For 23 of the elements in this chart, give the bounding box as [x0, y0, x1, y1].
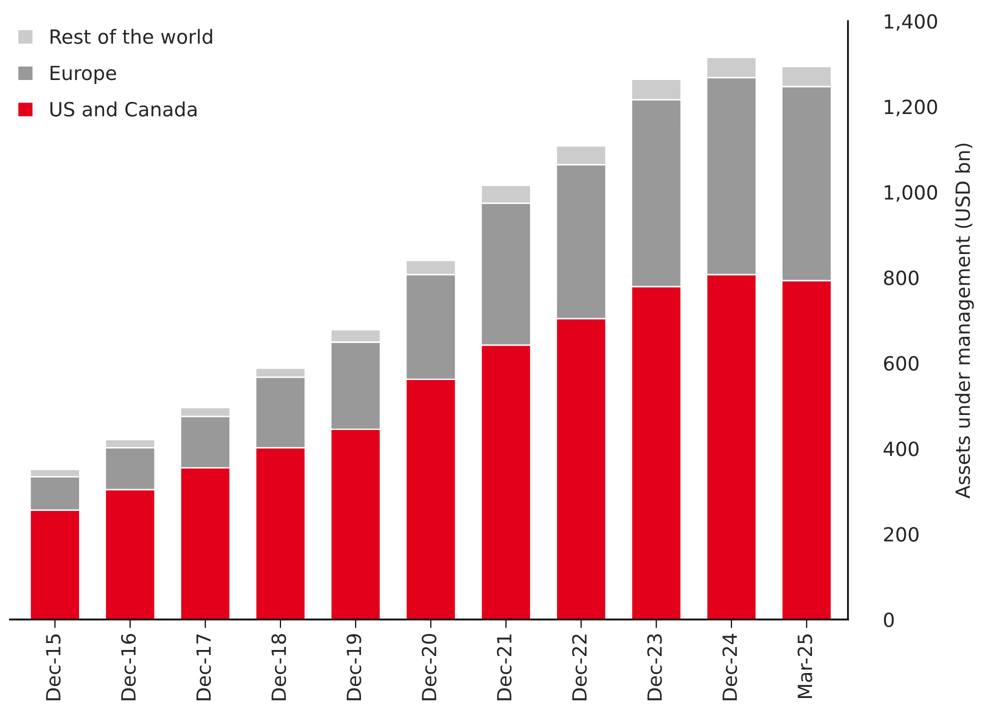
x-tick-label: Dec-16 — [121, 634, 136, 700]
x-tick-label: Dec-18 — [271, 634, 286, 700]
x-tick-label: Dec-23 — [647, 634, 662, 700]
y-tick-label: 1,000 — [884, 185, 938, 202]
y-tick-label: 1,400 — [884, 14, 938, 31]
y-tick-label: 400 — [884, 442, 919, 456]
y-tick-label: 0 — [884, 612, 894, 628]
y-tick-label: 200 — [884, 526, 919, 542]
x-tick-label: Dec-20 — [422, 634, 436, 700]
x-tick-label: Dec-22 — [572, 634, 587, 700]
x-tick-label: Mar-25 — [798, 634, 812, 698]
y-tick-label: 1,200 — [884, 100, 938, 116]
legend-label: US and Canada — [50, 102, 196, 117]
legend-label: Rest of the world — [50, 28, 212, 44]
legend-label: Europe — [50, 66, 116, 84]
x-tick-label: Dec-15 — [46, 634, 61, 700]
y-axis-title: Assets under management (USD bn) — [955, 144, 974, 498]
y-tick-label: 800 — [884, 270, 919, 286]
x-tick-label: Dec-21 — [496, 634, 512, 700]
x-tick-label: Dec-24 — [722, 634, 738, 700]
x-tick-label: Dec-19 — [346, 634, 362, 700]
y-tick-label: 600 — [884, 356, 919, 371]
x-tick-label: Dec-17 — [196, 634, 211, 700]
